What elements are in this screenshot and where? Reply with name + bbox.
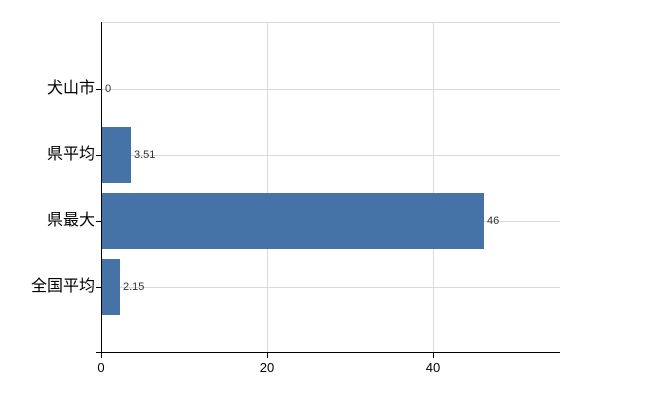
plot-top-border bbox=[101, 22, 560, 23]
x-tick-label-2: 40 bbox=[425, 360, 441, 375]
y-axis-tick bbox=[96, 155, 101, 156]
y-axis-line bbox=[101, 22, 102, 353]
value-label-1: 3.51 bbox=[134, 149, 156, 161]
category-label-1: 県平均 bbox=[46, 146, 95, 163]
y-axis-tick bbox=[96, 221, 101, 222]
category-label-0: 犬山市 bbox=[46, 80, 95, 97]
horizontal-gridline bbox=[101, 89, 560, 90]
vertical-gridline bbox=[433, 22, 434, 352]
x-tick-label-0: 0 bbox=[97, 360, 105, 375]
horizontal-gridline bbox=[101, 287, 560, 288]
bar-2 bbox=[102, 193, 484, 249]
x-tick-label-1: 20 bbox=[259, 360, 275, 375]
y-axis-tick bbox=[96, 89, 101, 90]
x-axis-tick bbox=[433, 353, 434, 358]
x-axis-line bbox=[96, 352, 560, 353]
category-label-3: 全国平均 bbox=[30, 278, 95, 295]
value-label-3: 2.15 bbox=[123, 281, 145, 293]
bar-3 bbox=[102, 259, 120, 315]
bar-1 bbox=[102, 127, 131, 183]
y-axis-tick bbox=[96, 287, 101, 288]
x-axis-tick bbox=[267, 353, 268, 358]
value-label-2: 46 bbox=[487, 215, 500, 227]
horizontal-gridline bbox=[101, 155, 560, 156]
value-label-0: 0 bbox=[105, 83, 112, 95]
category-label-2: 県最大 bbox=[46, 212, 95, 229]
x-axis-tick bbox=[101, 353, 102, 358]
vertical-gridline bbox=[267, 22, 268, 352]
